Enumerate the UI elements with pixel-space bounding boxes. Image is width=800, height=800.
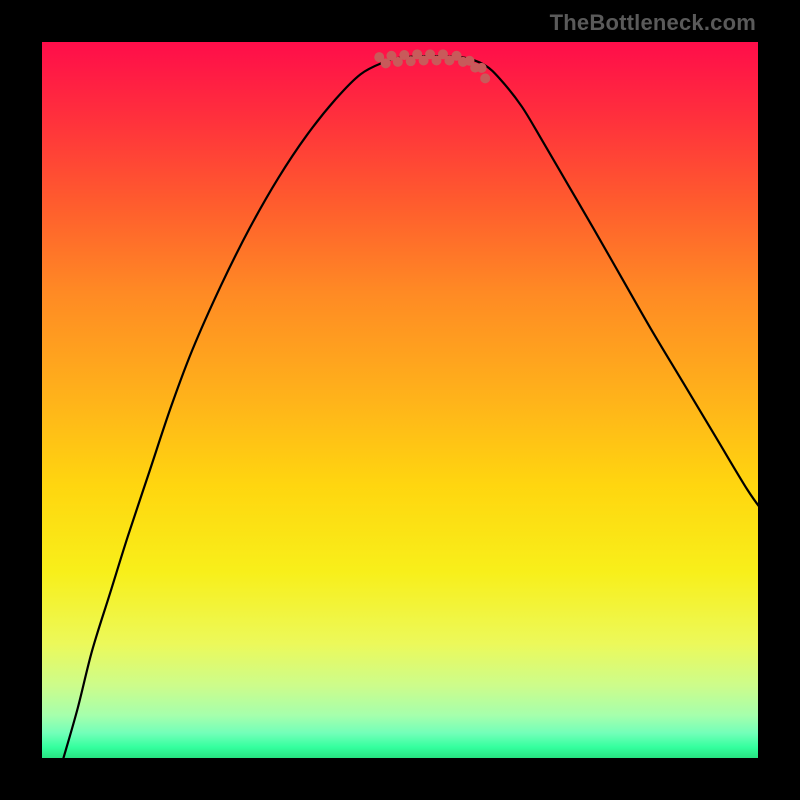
black-border bbox=[0, 0, 800, 800]
chart-frame: TheBottleneck.com bbox=[0, 0, 800, 800]
watermark-text: TheBottleneck.com bbox=[550, 10, 756, 36]
